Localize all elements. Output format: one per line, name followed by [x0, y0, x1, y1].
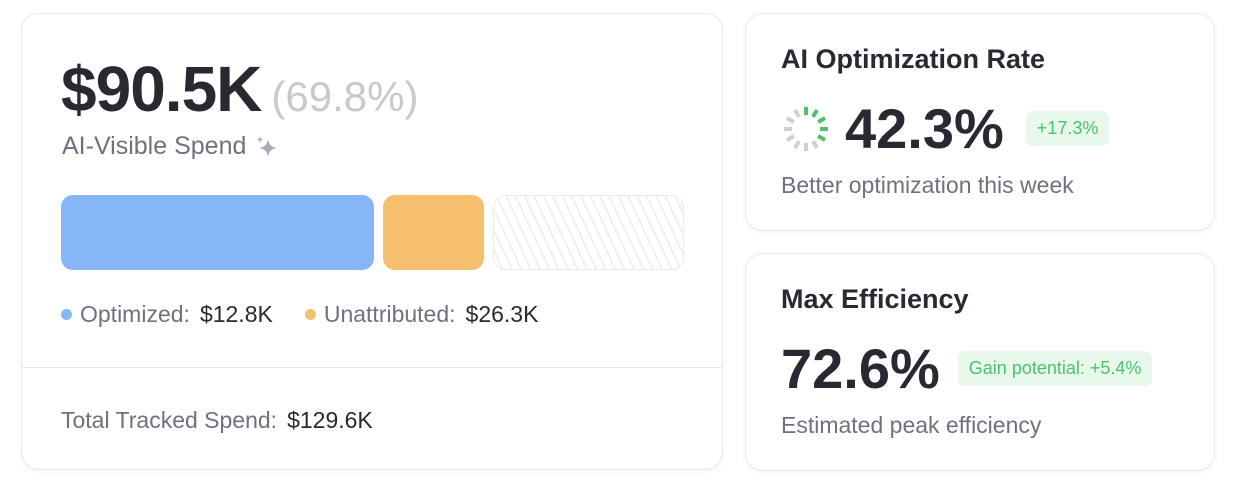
spend-label-row: AI-Visible Spend	[62, 132, 280, 161]
spinner-tick	[811, 108, 819, 118]
legend-label: Optimized:	[80, 301, 190, 327]
bar-remaining	[493, 195, 684, 270]
spinner-tick	[793, 139, 801, 149]
total-value: $129.6K	[287, 407, 373, 433]
progress-spinner-icon	[784, 106, 828, 151]
spinner-tick	[817, 133, 827, 142]
efficiency-row: 72.6% Gain potential: +5.4%	[781, 336, 1153, 401]
spinner-tick	[785, 115, 795, 124]
spinner-tick	[785, 133, 795, 142]
rate-description: Better optimization this week	[781, 172, 1074, 198]
card-title: AI Optimization Rate	[781, 44, 1046, 74]
efficiency-description: Estimated peak efficiency	[781, 412, 1042, 438]
card-title: Max Efficiency	[781, 284, 969, 314]
spend-legend: Optimized: $12.8K Unattributed: $26.3K	[61, 301, 538, 328]
bar-unattributed	[383, 195, 484, 270]
rate-value: 42.3%	[845, 97, 1004, 160]
spend-value: $90.5K	[61, 53, 262, 125]
ai-visible-spend-card: $90.5K (69.8%) AI-Visible Spend Optimized…	[21, 13, 723, 470]
divider	[22, 367, 722, 368]
rate-change-badge: +17.3%	[1025, 111, 1110, 146]
total-tracked-spend: Total Tracked Spend: $129.6K	[61, 407, 373, 434]
legend-value: $26.3K	[465, 301, 539, 327]
orange-dot-icon	[304, 309, 316, 320]
spend-label: AI-Visible Spend	[62, 132, 247, 160]
blue-dot-icon	[61, 309, 72, 320]
legend-unattributed: Unattributed: $26.3K	[304, 301, 539, 328]
total-label: Total Tracked Spend:	[61, 407, 278, 433]
ai-optimization-rate-card: AI Optimization Rate 42.3% +17.3% Better…	[745, 13, 1215, 231]
efficiency-value: 72.6%	[781, 337, 940, 400]
gain-potential-badge: Gain potential: +5.4%	[957, 351, 1153, 386]
spend-percent: (69.8%)	[271, 73, 419, 120]
spinner-tick	[793, 108, 801, 118]
legend-label: Unattributed:	[323, 301, 456, 327]
spend-amount: $90.5K (69.8%)	[61, 52, 418, 126]
legend-optimized: Optimized: $12.8K	[61, 301, 273, 328]
bar-optimized	[61, 195, 374, 270]
legend-value: $12.8K	[199, 301, 273, 327]
spinner-tick	[817, 115, 827, 124]
sparkle-icon	[257, 135, 278, 157]
rate-row: 42.3% +17.3%	[781, 96, 1110, 161]
spend-bar	[61, 195, 684, 270]
max-efficiency-card: Max Efficiency 72.6% Gain potential: +5.…	[745, 253, 1215, 471]
spinner-tick	[811, 139, 819, 149]
